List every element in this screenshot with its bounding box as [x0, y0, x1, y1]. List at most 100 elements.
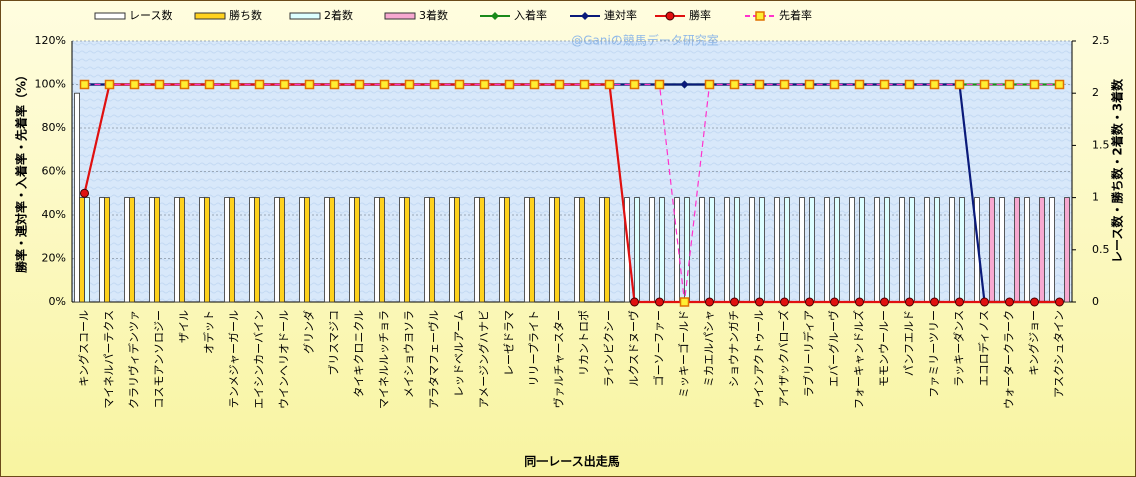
- bar: [934, 197, 940, 303]
- line-marker: [279, 79, 290, 90]
- bar: [424, 197, 430, 303]
- bar: [749, 197, 755, 303]
- bar: [1064, 197, 1070, 303]
- bar: [604, 197, 610, 303]
- bar: [149, 197, 155, 303]
- bar: [379, 197, 385, 303]
- line-marker: [930, 297, 939, 307]
- line-marker: [680, 80, 689, 89]
- line-marker: [954, 79, 965, 90]
- x-tick-label: オデット: [202, 310, 216, 354]
- bar: [959, 197, 965, 303]
- line-marker: [780, 297, 789, 307]
- bar: [774, 197, 780, 303]
- y2-tick-label: 0.5: [1092, 243, 1110, 256]
- bar: [1024, 197, 1030, 303]
- x-tick-label: グリンダ: [302, 310, 316, 354]
- bar: [1039, 197, 1045, 303]
- x-tick-label: アラタマフェーヴル: [427, 310, 441, 409]
- line-marker: [755, 297, 764, 307]
- y2-axis-title: レース数・勝ち数・2着数・3着数: [1110, 78, 1125, 263]
- legend-marker: [491, 12, 499, 20]
- line-marker: [604, 79, 615, 90]
- line-marker: [754, 79, 765, 90]
- bar: [199, 197, 205, 303]
- bar: [349, 197, 355, 303]
- line-marker: [805, 297, 814, 307]
- line-marker: [1029, 79, 1040, 90]
- legend-marker: [755, 11, 765, 21]
- line-marker: [829, 79, 840, 90]
- bar: [909, 197, 915, 303]
- bar: [649, 197, 655, 303]
- bar: [999, 197, 1005, 303]
- x-tick-label: ウインアクトゥール: [753, 310, 766, 408]
- y2-tick-label: 2.5: [1092, 34, 1110, 47]
- x-tick-label: レーゼドラマ: [503, 310, 516, 376]
- bar: [254, 197, 260, 303]
- y-tick-label: 0%: [49, 295, 66, 308]
- bar: [324, 197, 330, 303]
- line-marker: [880, 297, 889, 307]
- bar: [84, 197, 90, 303]
- bar: [174, 197, 180, 303]
- legend-label: 3着数: [419, 8, 448, 22]
- bar: [549, 197, 555, 303]
- line-marker: [80, 188, 89, 198]
- bar: [454, 197, 460, 303]
- line-marker: [204, 79, 215, 90]
- y-tick-label: 80%: [42, 121, 66, 134]
- bar: [329, 197, 335, 303]
- legend-swatch: [194, 12, 226, 20]
- bar: [99, 197, 105, 303]
- bar: [204, 197, 210, 303]
- line-marker: [905, 297, 914, 307]
- x-tick-label: ラインビクシー: [603, 310, 616, 387]
- legend-label: 入着率: [514, 8, 547, 22]
- x-tick-label: ミッキーゴールド: [677, 310, 691, 398]
- bar: [179, 197, 185, 303]
- legend-label: 連対率: [604, 8, 637, 22]
- line-marker: [704, 79, 715, 90]
- line-marker: [254, 79, 265, 90]
- x-tick-label: ヴァルチャースター: [552, 310, 566, 408]
- bar: [524, 197, 530, 303]
- line-marker: [929, 79, 940, 90]
- line-marker: [1005, 297, 1014, 307]
- bar: [449, 197, 455, 303]
- y2-tick-label: 2: [1092, 86, 1099, 99]
- x-tick-label: ショウナンガチ: [728, 310, 741, 387]
- line-marker: [579, 79, 590, 90]
- line-marker: [955, 297, 964, 307]
- bar: [399, 197, 405, 303]
- y-tick-label: 40%: [42, 208, 66, 221]
- line-marker: [629, 79, 640, 90]
- watermark: @Ganiの競馬データ研究室: [571, 33, 719, 48]
- bar: [899, 197, 905, 303]
- bar: [724, 197, 730, 303]
- bar: [274, 197, 280, 303]
- bar: [299, 197, 305, 303]
- bar: [479, 197, 485, 303]
- bar: [759, 197, 765, 303]
- bar: [784, 197, 790, 303]
- legend-swatch: [384, 12, 416, 20]
- line-marker: [154, 79, 165, 90]
- legend-label: 先着率: [779, 8, 812, 22]
- line-marker: [379, 79, 390, 90]
- legend-label: 勝ち数: [229, 8, 262, 22]
- bar: [74, 92, 80, 303]
- bar: [404, 197, 410, 303]
- x-axis-title: 同一レース出走馬: [524, 454, 619, 469]
- bar: [579, 197, 585, 303]
- y-tick-label: 60%: [42, 165, 66, 178]
- bar: [874, 197, 880, 303]
- x-tick-label: ザイル: [178, 310, 191, 343]
- x-tick-label: クラリヴィデンツァ: [127, 310, 141, 409]
- bar: [504, 197, 510, 303]
- legend-label: 2着数: [324, 8, 353, 22]
- bar: [709, 197, 715, 303]
- line-marker: [655, 297, 664, 307]
- bar: [124, 197, 130, 303]
